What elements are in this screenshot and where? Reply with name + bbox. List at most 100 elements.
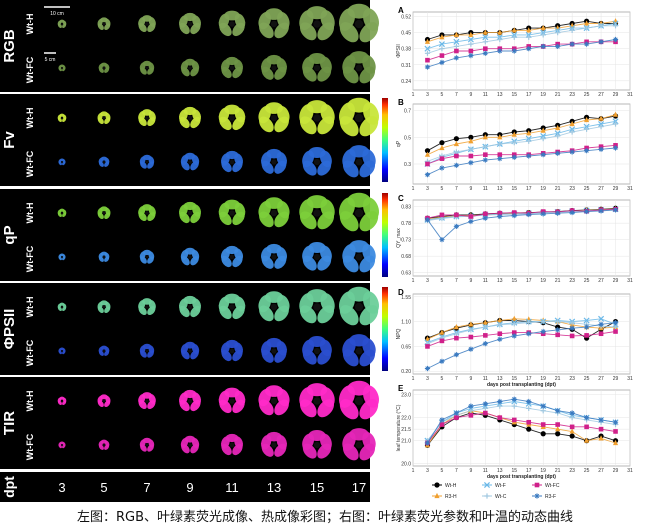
data-point: [468, 218, 474, 225]
data-point: [453, 31, 459, 38]
data-point: [439, 140, 445, 146]
x-tick-label: 15: [511, 376, 517, 382]
timepoint-label: 9: [186, 480, 193, 495]
plant-wt-h: [258, 197, 290, 228]
data-point: [526, 46, 532, 52]
panel-letter: B: [398, 98, 404, 107]
data-point: [434, 482, 440, 488]
data-point: [497, 156, 503, 162]
x-tick-label: 13: [497, 92, 503, 98]
plant-wt-fc: [342, 51, 376, 84]
sub-label-wt-fc: Wt-FC: [25, 339, 35, 366]
y-tick-label: 0.38: [401, 47, 411, 53]
sub-label-wt-h: Wt-H: [25, 391, 35, 412]
y-axis-label: leaf temperature (°C): [396, 404, 402, 451]
data-point: [468, 52, 474, 59]
data-point: [612, 324, 619, 330]
plant-wt-fc: [98, 251, 110, 262]
data-point: [483, 481, 491, 489]
data-point: [424, 336, 431, 342]
data-point: [584, 126, 590, 132]
data-point: [482, 324, 488, 330]
data-point: [555, 422, 560, 427]
chart-panel-D: 1.551.100.650.201 3 5 7 9 11 13 15 17 19 21 23 25 27 2…: [396, 288, 633, 388]
data-point: [526, 405, 532, 412]
x-tick-label: 1: [412, 278, 415, 284]
data-point: [468, 334, 474, 340]
plant-wt-h: [138, 15, 156, 33]
data-point: [555, 318, 561, 325]
x-tick-label: 7: [455, 468, 458, 474]
data-point: [468, 31, 474, 38]
plant-wt-h: [57, 19, 67, 28]
data-point: [497, 398, 503, 405]
data-point: [598, 331, 604, 337]
timepoint-label: 17: [352, 480, 366, 495]
x-tick-label: 11: [483, 468, 488, 474]
data-point: [612, 419, 619, 425]
x-tick-label: 25: [584, 376, 590, 382]
plant-wt-fc: [342, 145, 376, 178]
x-tick-label: 25: [584, 92, 590, 98]
x-tick-label: 21: [555, 468, 561, 474]
x-tick-label: 25: [584, 278, 590, 284]
plant-wt-fc: [180, 341, 200, 360]
data-point: [584, 437, 590, 443]
data-point: [511, 330, 517, 335]
plot-area: [412, 103, 631, 185]
plant-wt-fc: [139, 154, 155, 169]
data-point: [526, 130, 532, 136]
plant-wt-h: [97, 111, 111, 124]
plant-wt-fc: [302, 336, 332, 365]
plant-wt-fc: [261, 431, 287, 457]
data-point: [482, 157, 488, 163]
data-point: [511, 140, 517, 146]
data-point: [583, 317, 590, 324]
data-point: [497, 322, 503, 328]
data-point: [468, 48, 474, 54]
data-point: [424, 217, 431, 223]
data-point: [468, 413, 474, 418]
data-point: [482, 34, 489, 41]
plant-image-panel: RGB Wt-H Wt-FC Fv Wt-H Wt-FC qP Wt-H Wt-FC ΦPSII W…: [0, 0, 388, 502]
panel-letter: A: [398, 6, 404, 15]
data-point: [598, 124, 604, 130]
data-point: [526, 320, 532, 326]
sub-label-wt-h: Wt-H: [25, 108, 35, 129]
data-point: [497, 210, 503, 216]
x-axis-label: days post transplanting (dpt): [487, 382, 556, 388]
plant-wt-fc: [98, 156, 110, 167]
data-point: [497, 134, 503, 140]
data-point: [425, 161, 430, 167]
y-axis-label: qP: [396, 140, 402, 147]
data-point: [612, 121, 619, 127]
series-line: [427, 331, 616, 347]
data-point: [425, 344, 430, 349]
x-tick-label: 5: [441, 468, 444, 474]
plant-wt-fc: [58, 158, 66, 166]
plant-wt-h: [97, 206, 111, 219]
data-point: [598, 435, 604, 441]
scale-bar-label: 10 cm: [50, 11, 64, 17]
x-tick-label: 9: [469, 92, 472, 98]
data-point: [511, 417, 517, 423]
data-point: [468, 160, 474, 166]
plant-wt-h: [218, 10, 246, 37]
data-point: [497, 403, 503, 409]
data-point: [613, 143, 618, 148]
series-line: [427, 398, 616, 444]
data-point: [569, 27, 575, 33]
plant-wt-h: [178, 201, 202, 224]
x-tick-label: 7: [455, 186, 458, 192]
plant-wt-h: [97, 300, 111, 313]
plant-wt-fc: [58, 253, 66, 261]
data-point: [468, 41, 474, 47]
data-point: [497, 317, 503, 323]
timepoint-label: 5: [100, 480, 107, 495]
data-point: [584, 208, 590, 215]
data-point: [497, 48, 503, 54]
plant-wt-fc: [261, 148, 287, 174]
data-point: [468, 408, 474, 414]
x-tick-label: 11: [483, 92, 488, 98]
